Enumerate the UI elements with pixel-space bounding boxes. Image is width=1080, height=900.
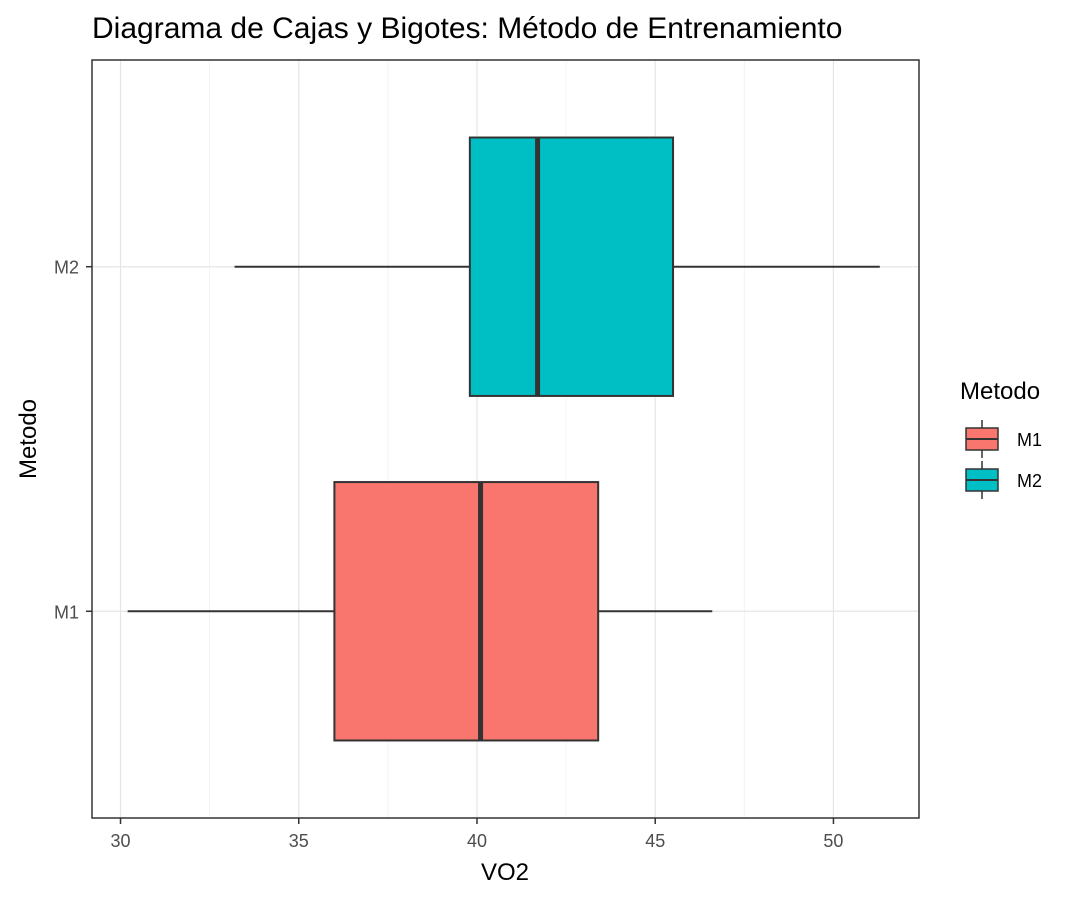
legend-label: M1 [1017, 430, 1042, 450]
x-tick-label: 40 [467, 831, 487, 851]
x-tick-label: 30 [111, 831, 131, 851]
x-tick-label: 45 [645, 831, 665, 851]
panel-border [91, 59, 920, 819]
y-axis-title: Metodo [15, 399, 42, 479]
y-tick-label: M2 [54, 258, 79, 278]
legend: Metodo M1 M2 [960, 378, 1042, 499]
legend-items: M1 M2 [965, 420, 1042, 499]
box-iqr [468, 136, 675, 397]
x-axis: 30 35 40 45 50 [111, 818, 843, 851]
legend-label: M2 [1017, 471, 1042, 491]
x-tick-label: 35 [289, 831, 309, 851]
chart-title: Diagrama de Cajas y Bigotes: Método de E… [92, 12, 842, 45]
box-m1 [127, 481, 713, 742]
y-tick-label: M1 [54, 602, 79, 622]
x-axis-title: VO2 [481, 859, 529, 886]
legend-item-m2: M2 [965, 461, 1042, 499]
legend-item-m1: M1 [965, 420, 1042, 458]
legend-title: Metodo [960, 378, 1040, 405]
box-m2 [234, 136, 880, 397]
boxes [127, 136, 880, 742]
box-iqr [333, 481, 600, 742]
x-tick-label: 50 [823, 831, 843, 851]
y-axis: M1 M2 [54, 258, 92, 622]
